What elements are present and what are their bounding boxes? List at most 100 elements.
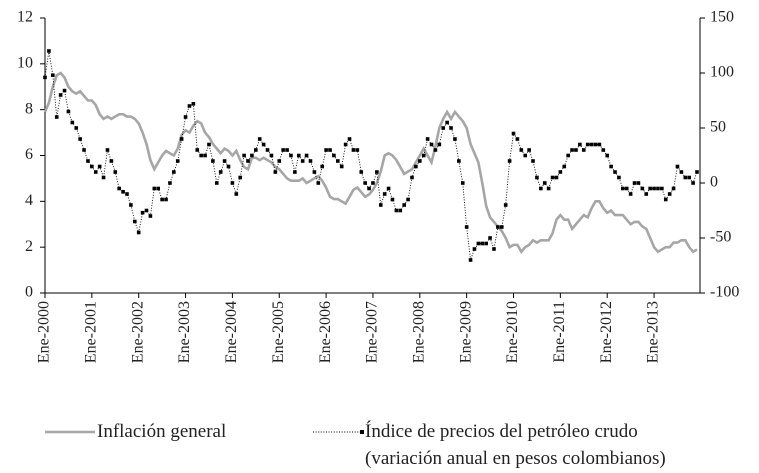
data-point [679, 170, 684, 174]
x-tick-label: Ene-2009 [457, 301, 474, 363]
data-point [394, 208, 399, 213]
data-point [371, 181, 375, 185]
data-point [265, 148, 270, 152]
data-point [445, 120, 449, 125]
data-point [671, 186, 676, 191]
data-point [648, 186, 652, 191]
data-point [464, 225, 469, 229]
data-point [511, 131, 516, 136]
data-point [581, 148, 586, 152]
data-point [457, 159, 461, 163]
data-point [378, 203, 383, 207]
data-point [47, 49, 51, 53]
data-point [402, 203, 406, 207]
data-point [144, 208, 149, 213]
data-point [398, 208, 403, 213]
data-point [125, 192, 129, 196]
data-point [531, 159, 535, 163]
data-point [550, 175, 555, 180]
data-point [269, 153, 274, 158]
data-point [203, 153, 207, 158]
data-point [152, 186, 157, 191]
data-point [254, 148, 258, 152]
data-point [168, 181, 172, 185]
data-point [636, 181, 641, 185]
data-point [54, 115, 59, 119]
data-point [109, 159, 114, 163]
data-point [175, 159, 180, 163]
y-tick-label: 4 [25, 192, 33, 209]
data-point [308, 159, 313, 163]
series-line [44, 50, 698, 261]
data-point [58, 93, 63, 97]
data-point [183, 115, 188, 119]
x-tick-label: Ene-2001 [83, 301, 100, 363]
data-point [535, 175, 539, 180]
data-point [86, 159, 90, 163]
data-point [347, 137, 352, 141]
data-point [97, 164, 102, 169]
data-point [562, 164, 567, 169]
data-point [289, 153, 293, 158]
data-point [593, 142, 598, 147]
y-tick-label: 8 [25, 100, 33, 117]
data-point [43, 75, 47, 80]
data-point [644, 192, 649, 196]
data-point [433, 148, 438, 152]
data-point [546, 186, 551, 191]
y2-tick-label: 0 [710, 174, 718, 191]
data-point [230, 181, 235, 185]
legend-label: Índice de precios del petróleo crudo (va… [365, 421, 666, 469]
data-point [585, 142, 590, 147]
data-point [558, 170, 563, 174]
data-point [105, 148, 110, 152]
data-point [363, 181, 367, 185]
y-tick-label: 10 [17, 55, 33, 72]
legend-marker [360, 430, 364, 434]
data-point [129, 203, 133, 207]
data-point [113, 170, 118, 174]
data-point [652, 186, 656, 191]
data-point [117, 186, 121, 191]
data-point [488, 236, 492, 240]
data-point [300, 159, 305, 163]
data-point [624, 186, 629, 191]
data-point [663, 197, 668, 202]
data-point [375, 170, 379, 174]
data-point [667, 192, 672, 196]
data-point [226, 164, 231, 169]
legend-swatch [45, 430, 95, 434]
data-point [406, 197, 410, 202]
data-point [293, 170, 297, 174]
data-point [632, 181, 637, 185]
data-point [617, 175, 621, 180]
data-point [132, 219, 137, 224]
data-point [199, 153, 203, 158]
data-point [187, 104, 192, 108]
x-tick-label: Ene-2011 [551, 301, 568, 363]
legend-swatch [313, 430, 364, 434]
data-point [324, 148, 328, 152]
data-point [339, 164, 344, 169]
x-tick-label: Ene-2002 [129, 301, 146, 363]
data-point [523, 153, 528, 158]
data-point [211, 159, 215, 163]
data-point [140, 210, 145, 215]
data-point [246, 159, 250, 163]
data-point [449, 126, 453, 130]
data-point [261, 142, 266, 147]
data-point [78, 137, 82, 141]
data-point [66, 109, 71, 114]
data-point [121, 190, 125, 194]
y-tick-label: 12 [17, 9, 33, 26]
x-tick-label: Ene-2005 [270, 301, 287, 363]
data-point [164, 197, 168, 202]
x-tick-label: Ene-2012 [598, 301, 615, 363]
data-point [218, 170, 223, 174]
data-point [304, 153, 309, 158]
data-point [382, 192, 387, 196]
data-point [503, 203, 508, 207]
data-point [281, 148, 285, 152]
data-point [234, 192, 239, 196]
x-tick-label: Ene-2003 [176, 301, 193, 363]
